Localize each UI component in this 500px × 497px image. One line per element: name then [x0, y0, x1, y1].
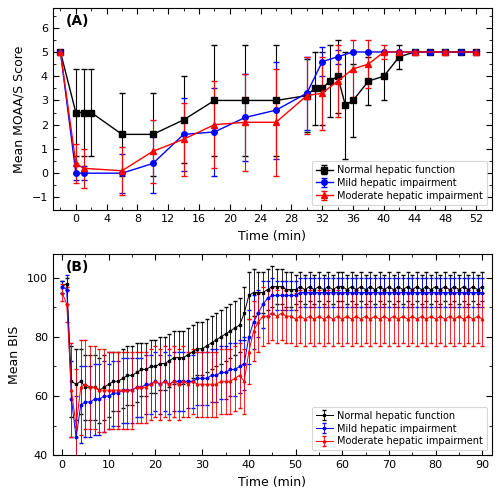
Legend: Normal hepatic function, Mild hepatic impairment, Moderate hepatic impairment: Normal hepatic function, Mild hepatic im… — [312, 407, 487, 450]
X-axis label: Time (min): Time (min) — [238, 230, 306, 243]
Y-axis label: Mean BIS: Mean BIS — [8, 326, 22, 384]
Text: (A): (A) — [66, 14, 90, 28]
X-axis label: Time (min): Time (min) — [238, 476, 306, 489]
Y-axis label: Mean MOAA/S Score: Mean MOAA/S Score — [13, 45, 26, 172]
Text: (B): (B) — [66, 260, 90, 274]
Legend: Normal hepatic function, Mild hepatic impairment, Moderate hepatic impairment: Normal hepatic function, Mild hepatic im… — [312, 161, 487, 205]
